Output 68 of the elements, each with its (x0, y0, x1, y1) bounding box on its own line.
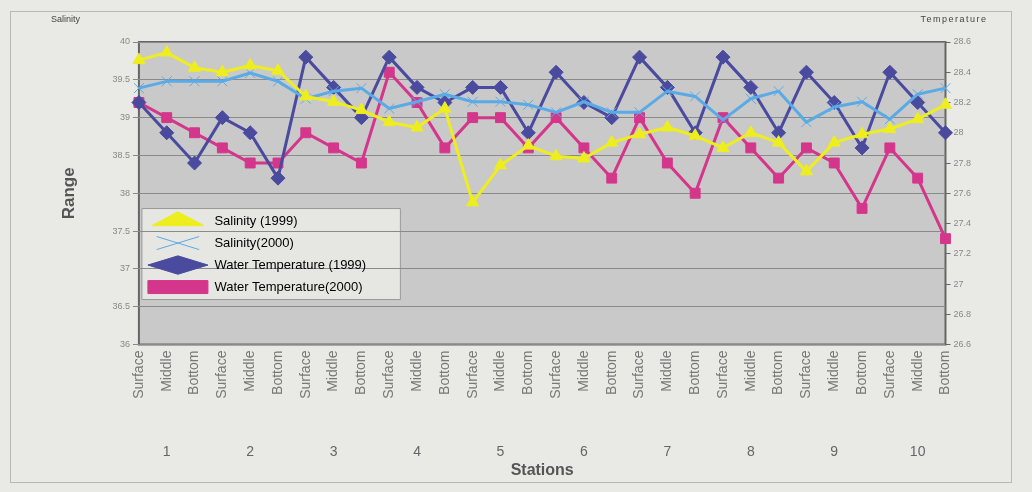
x-tick-label: Middle (658, 350, 675, 392)
x-tick-label: Bottom (602, 350, 619, 395)
x-tick-label: Surface (380, 350, 397, 399)
y2-tick-label: 27.8 (953, 157, 972, 168)
x-tick-label: Middle (908, 350, 925, 392)
text: 6 (580, 442, 588, 459)
y2-tick-label: 28.6 (953, 36, 972, 47)
x-tick-label: Middle (825, 350, 842, 392)
x-tick-label: Bottom (352, 350, 369, 395)
y-axis-title: Range (58, 167, 78, 220)
x-tick-label: Middle (157, 350, 174, 392)
x-tick-label: Surface (129, 350, 146, 399)
x-tick-label: Middle (407, 350, 424, 392)
y-tick-label: 37 (119, 263, 130, 274)
x-tick-label: Middle (241, 350, 258, 392)
y2-tick-label: 28.2 (953, 96, 972, 107)
y-tick-label: 37.5 (112, 225, 130, 236)
y-tick-label: 39 (119, 112, 130, 123)
legend-label: Salinity(2000) (214, 234, 294, 250)
x-tick-label: Surface (213, 350, 230, 399)
y2-tick-label: 28 (953, 127, 964, 138)
y-tick-label: 38.5 (112, 149, 130, 160)
x-tick-label: Bottom (852, 350, 869, 395)
x-tick-label: Surface (797, 350, 814, 399)
y2-tick-label: 27 (953, 278, 964, 289)
text: 2 (246, 442, 255, 459)
legend-label: Water Temperature(2000) (214, 278, 363, 294)
x-axis-title: Stations (510, 460, 574, 478)
y-tick-label: 39.5 (112, 74, 130, 85)
y2-tick-label: 27.4 (953, 218, 972, 229)
legend-label: Water Temperature (1999) (214, 256, 367, 272)
x-tick-label: Bottom (185, 350, 202, 395)
text: 4 (413, 442, 421, 459)
x-tick-label: Surface (630, 350, 647, 399)
x-tick-label: Middle (491, 350, 508, 392)
x-tick-label: Surface (713, 350, 730, 399)
x-tick-label: Bottom (936, 350, 953, 395)
x-tick-label: Middle (324, 350, 341, 392)
x-tick-label: Bottom (268, 350, 285, 395)
x-tick-label: Surface (546, 350, 563, 399)
text: 1 (162, 442, 171, 459)
text: 3 (329, 442, 338, 459)
x-tick-label: Surface (880, 350, 897, 399)
x-tick-label: Surface (296, 350, 313, 399)
y2-axis-title: Temperature (920, 14, 988, 24)
x-tick-label: Bottom (769, 350, 786, 395)
text: 9 (830, 442, 839, 459)
y2-tick-label: 27.6 (953, 187, 972, 198)
y2-tick-label: 28.4 (953, 66, 972, 77)
y-tick-label: 36 (119, 339, 130, 350)
y-tick-label: 38 (119, 187, 130, 198)
y2-tick-label: 27.2 (953, 248, 972, 259)
text: 8 (746, 442, 755, 459)
y-tick-label: 40 (119, 36, 130, 47)
x-tick-label: Surface (463, 350, 480, 399)
x-tick-label: Bottom (686, 350, 703, 395)
text: 5 (496, 442, 505, 459)
x-tick-label: Middle (741, 350, 758, 392)
y2-tick-label: 26.6 (953, 339, 972, 350)
x-tick-label: Middle (574, 350, 591, 392)
text: 10 (909, 442, 926, 459)
y-tick-label: 36.5 (112, 301, 130, 312)
x-tick-label: Bottom (519, 350, 536, 395)
y2-tick-label: 26.8 (953, 308, 972, 319)
x-tick-label: Bottom (435, 350, 452, 395)
legend-label: Salinity (1999) (214, 212, 298, 228)
text: Salinity (50, 14, 80, 24)
text: 7 (663, 442, 672, 459)
